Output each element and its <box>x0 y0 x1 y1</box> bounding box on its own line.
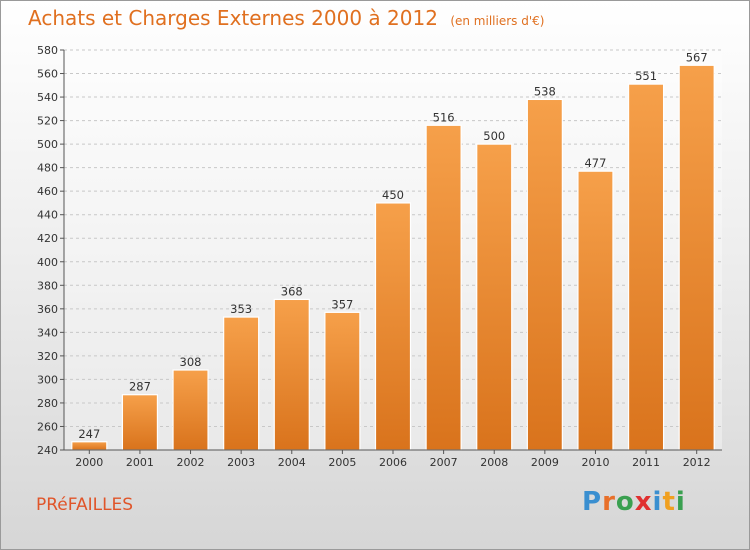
logo-letter: i <box>675 487 686 517</box>
y-tick-label: 360 <box>37 303 58 316</box>
x-tick-label-2007: 2007 <box>430 456 458 469</box>
y-tick-label: 460 <box>37 185 58 198</box>
logo-letter: r <box>602 487 616 517</box>
x-tick-label-2011: 2011 <box>632 456 660 469</box>
bar-2009 <box>526 98 563 451</box>
logo-letter: x <box>634 487 653 517</box>
bar-2010 <box>577 170 614 451</box>
bar-2000 <box>71 441 108 451</box>
value-label-2008: 500 <box>483 129 505 143</box>
value-label-2007: 516 <box>433 110 455 124</box>
x-tick-label-2002: 2002 <box>177 456 205 469</box>
value-label-2000: 247 <box>78 427 100 441</box>
value-label-2012: 567 <box>686 50 708 64</box>
y-tick-label: 400 <box>37 256 58 269</box>
city-name: PRéFAILLES <box>36 495 134 515</box>
y-tick-label: 520 <box>37 115 58 128</box>
bar-2011 <box>627 83 665 451</box>
y-tick-label: 500 <box>37 138 58 151</box>
bar-2001 <box>121 394 159 451</box>
x-tick-label-2008: 2008 <box>480 456 508 469</box>
bar-2004 <box>273 298 310 451</box>
bar-2003 <box>223 316 260 451</box>
y-tick-label: 260 <box>37 420 58 433</box>
y-tick-label: 240 <box>37 444 58 457</box>
x-tick-label-2004: 2004 <box>278 456 306 469</box>
y-tick-label: 420 <box>37 232 58 245</box>
y-tick-label: 560 <box>37 68 58 81</box>
value-label-2002: 308 <box>180 355 202 369</box>
logo-letter: t <box>662 487 676 517</box>
x-tick-label-2009: 2009 <box>531 456 559 469</box>
y-tick-label: 540 <box>37 91 58 104</box>
logo-letter: o <box>615 487 635 517</box>
y-tick-label: 280 <box>37 397 58 410</box>
value-label-2005: 357 <box>331 297 353 311</box>
bar-2012 <box>678 64 715 451</box>
value-label-2010: 477 <box>584 156 606 170</box>
x-tick-label-2001: 2001 <box>126 456 154 469</box>
chart-title-text: Achats et Charges Externes 2000 à 2012 <box>28 6 438 30</box>
y-tick-label: 440 <box>37 209 58 222</box>
value-label-2006: 450 <box>382 188 404 202</box>
y-tick-label: 320 <box>37 350 58 363</box>
x-tick-label-2012: 2012 <box>683 456 711 469</box>
value-label-2004: 368 <box>281 284 303 298</box>
x-tick-label-2005: 2005 <box>328 456 356 469</box>
bar-2005 <box>324 311 361 451</box>
bar-2008 <box>476 143 513 451</box>
bar-2006 <box>374 202 412 451</box>
logo-letter: i <box>652 487 663 517</box>
chart-title: Achats et Charges Externes 2000 à 2012 (… <box>28 6 544 30</box>
x-tick-label-2006: 2006 <box>379 456 407 469</box>
y-tick-label: 580 <box>37 44 58 57</box>
x-tick-label-2000: 2000 <box>75 456 103 469</box>
y-tick-label: 300 <box>37 373 58 386</box>
y-tick-label: 340 <box>37 326 58 339</box>
x-tick-label-2010: 2010 <box>581 456 609 469</box>
y-tick-label: 480 <box>37 162 58 175</box>
value-label-2009: 538 <box>534 84 556 98</box>
value-label-2011: 551 <box>635 69 657 83</box>
x-tick-label-2003: 2003 <box>227 456 255 469</box>
y-tick-label: 380 <box>37 279 58 292</box>
value-label-2001: 287 <box>129 380 151 394</box>
value-label-2003: 353 <box>230 302 252 316</box>
chart-unit-label: (en milliers d'€) <box>450 14 545 28</box>
bar-2007 <box>425 124 462 451</box>
bar-2002 <box>172 369 209 451</box>
proxiti-logo: Proxiti <box>582 487 686 517</box>
logo-letter: P <box>582 487 603 517</box>
